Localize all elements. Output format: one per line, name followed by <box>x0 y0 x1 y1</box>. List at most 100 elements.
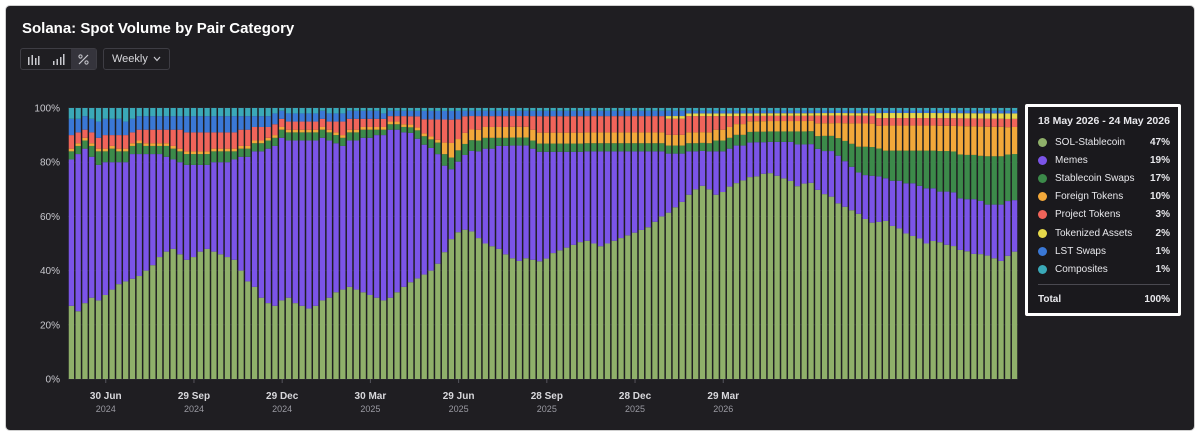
bar-segment[interactable] <box>421 119 427 134</box>
bar-segment[interactable] <box>265 108 271 117</box>
bar-segment[interactable] <box>177 162 183 255</box>
bar-segment[interactable] <box>964 154 970 200</box>
bar-segment[interactable] <box>598 108 604 111</box>
bar-segment[interactable] <box>224 162 231 258</box>
bar-segment[interactable] <box>279 137 285 301</box>
bar-segment[interactable] <box>916 110 923 114</box>
bar-segment[interactable] <box>75 108 81 119</box>
bar-segment[interactable] <box>672 134 678 146</box>
bar-segment[interactable] <box>625 235 631 379</box>
bar-segment[interactable] <box>950 110 957 114</box>
bar-segment[interactable] <box>910 150 916 184</box>
bar-segment[interactable] <box>279 110 285 119</box>
bar-segment[interactable] <box>272 135 278 138</box>
bar-segment[interactable] <box>923 125 930 151</box>
bar-segment[interactable] <box>889 108 896 111</box>
bar-segment[interactable] <box>462 108 468 111</box>
bar-segment[interactable] <box>496 137 502 146</box>
bar-segment[interactable] <box>747 142 753 178</box>
bar-segment[interactable] <box>95 108 102 122</box>
bar-segment[interactable] <box>1005 127 1011 155</box>
bar-segment[interactable] <box>116 162 122 285</box>
bar-segment[interactable] <box>319 118 326 127</box>
bar-segment[interactable] <box>1005 118 1011 128</box>
bar-segment[interactable] <box>591 243 597 380</box>
bar-segment[interactable] <box>184 151 190 155</box>
bar-segment[interactable] <box>801 144 807 184</box>
bar-segment[interactable] <box>665 134 672 146</box>
bar-segment[interactable] <box>523 258 529 379</box>
bar-segment[interactable] <box>177 148 183 152</box>
bar-segment[interactable] <box>543 143 550 152</box>
bar-segment[interactable] <box>760 108 767 111</box>
bar-segment[interactable] <box>747 113 753 116</box>
bar-segment[interactable] <box>638 132 645 144</box>
bar-segment[interactable] <box>991 118 997 127</box>
bar-segment[interactable] <box>346 129 353 133</box>
bar-segment[interactable] <box>944 125 950 152</box>
bar-segment[interactable] <box>645 116 651 133</box>
bar-segment[interactable] <box>82 140 88 149</box>
bar-segment[interactable] <box>1011 108 1018 111</box>
bar-segment[interactable] <box>937 108 943 111</box>
bar-segment[interactable] <box>754 113 760 116</box>
bar-segment[interactable] <box>747 131 753 143</box>
bar-segment[interactable] <box>821 135 828 152</box>
bar-segment[interactable] <box>733 124 740 135</box>
bar-segment[interactable] <box>577 116 583 133</box>
bar-segment[interactable] <box>937 110 943 114</box>
bar-segment[interactable] <box>862 115 868 124</box>
bar-segment[interactable] <box>808 113 814 116</box>
bar-segment[interactable] <box>1011 200 1018 252</box>
bar-segment[interactable] <box>957 126 963 155</box>
bar-segment[interactable] <box>530 259 536 379</box>
bar-segment[interactable] <box>706 143 712 152</box>
bar-segment[interactable] <box>984 110 991 114</box>
bar-segment[interactable] <box>136 140 142 144</box>
bar-segment[interactable] <box>489 137 495 149</box>
bar-segment[interactable] <box>733 145 740 184</box>
bar-segment[interactable] <box>156 154 163 258</box>
bar-segment[interactable] <box>767 131 773 142</box>
bar-segment[interactable] <box>876 125 882 149</box>
bar-segment[interactable] <box>625 110 631 117</box>
bar-segment[interactable] <box>89 145 95 157</box>
bar-segment[interactable] <box>794 121 801 132</box>
bar-segment[interactable] <box>428 108 434 111</box>
bar-segment[interactable] <box>109 289 115 379</box>
bar-segment[interactable] <box>455 139 461 151</box>
bar-segment[interactable] <box>598 246 604 379</box>
bar-segment[interactable] <box>618 110 624 117</box>
bar-segment[interactable] <box>299 129 305 133</box>
bar-segment[interactable] <box>441 154 448 166</box>
bar-segment[interactable] <box>143 154 149 271</box>
bar-segment[interactable] <box>930 125 936 151</box>
bar-segment[interactable] <box>821 151 828 195</box>
bar-segment[interactable] <box>95 164 102 301</box>
bar-segment[interactable] <box>726 186 733 379</box>
bar-segment[interactable] <box>991 113 997 119</box>
bar-segment[interactable] <box>150 154 156 266</box>
bar-segment[interactable] <box>319 110 326 119</box>
bar-segment[interactable] <box>129 145 136 155</box>
bar-segment[interactable] <box>896 150 902 181</box>
bar-segment[interactable] <box>509 258 516 379</box>
bar-segment[interactable] <box>136 154 142 277</box>
bar-segment[interactable] <box>530 140 536 149</box>
bar-segment[interactable] <box>509 116 516 127</box>
bar-segment[interactable] <box>102 148 108 152</box>
bar-segment[interactable] <box>679 116 685 119</box>
bar-segment[interactable] <box>978 155 984 201</box>
bar-segment[interactable] <box>265 148 271 304</box>
bar-segment[interactable] <box>638 110 645 117</box>
bar-segment[interactable] <box>794 186 801 379</box>
bar-segment[interactable] <box>543 110 550 117</box>
bar-segment[interactable] <box>638 116 645 133</box>
bar-segment[interactable] <box>713 113 719 117</box>
bar-segment[interactable] <box>408 116 414 125</box>
bar-segment[interactable] <box>469 110 475 117</box>
bar-segment[interactable] <box>957 154 963 199</box>
bar-segment[interactable] <box>313 108 319 114</box>
bar-segment[interactable] <box>238 145 244 149</box>
bar-segment[interactable] <box>611 116 617 133</box>
